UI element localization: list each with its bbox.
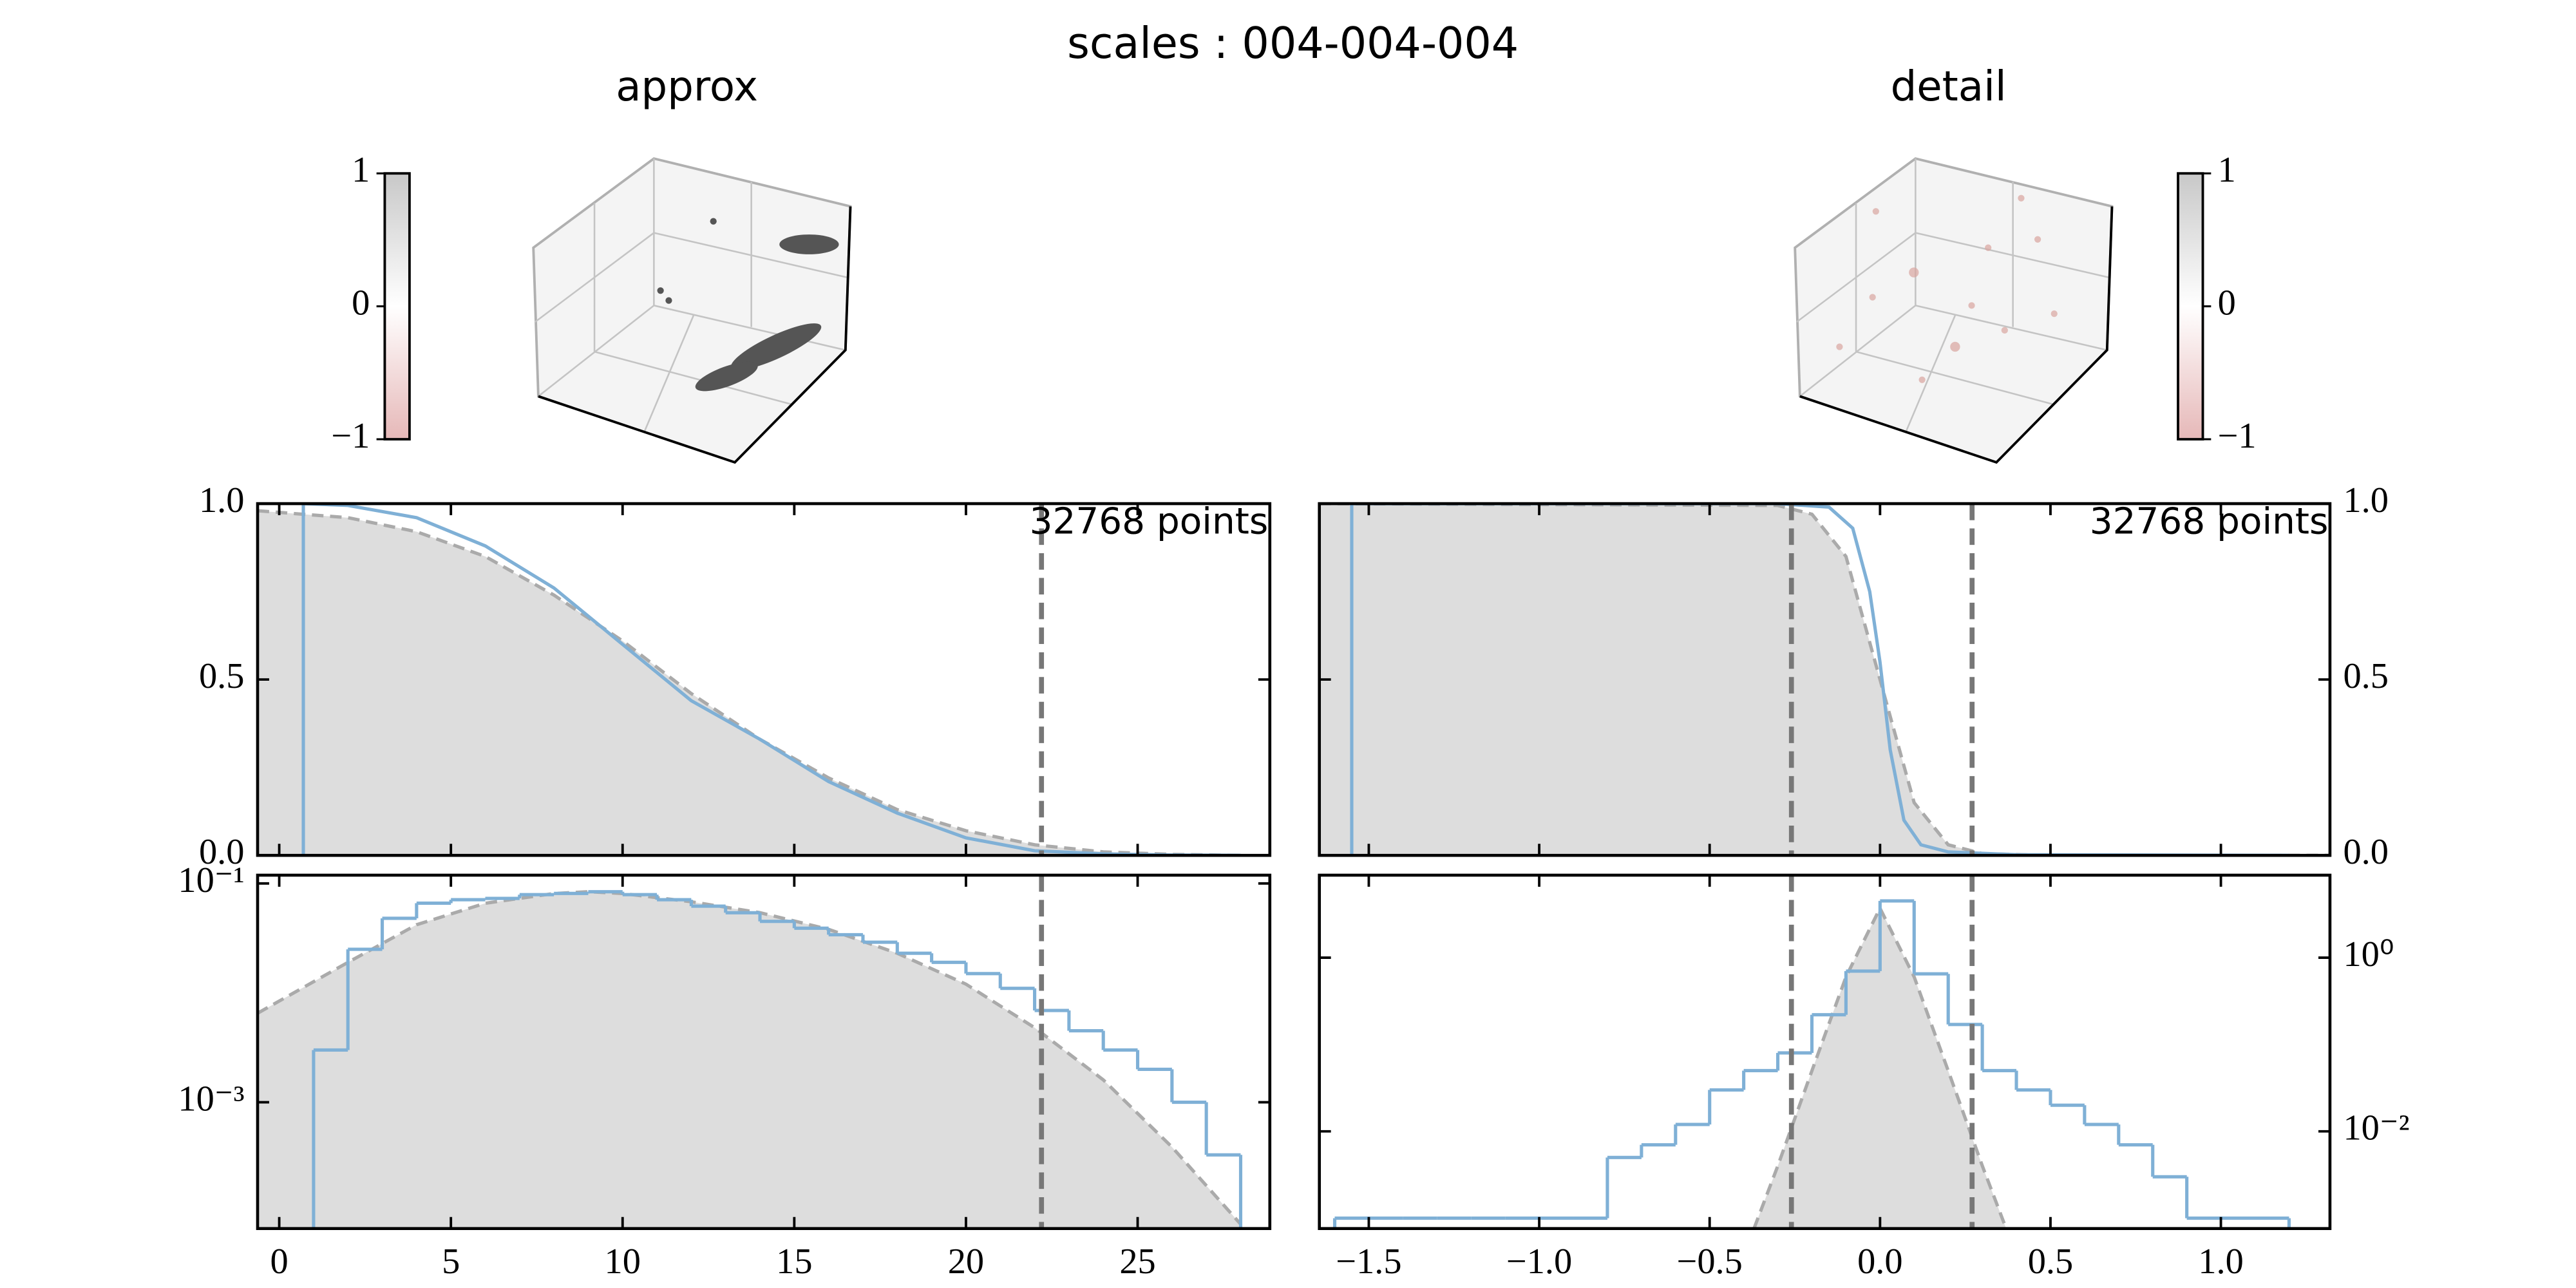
filled-area <box>258 511 1241 856</box>
cube-axes <box>1799 206 2114 464</box>
y-tick-label: 0.0 <box>199 832 245 872</box>
annotation: 32768 points <box>1030 500 1269 542</box>
y-tick-label: 0.5 <box>199 656 245 696</box>
x-tick-label: 25 <box>1119 1242 1155 1282</box>
panel: 0.0 0.5 1.0 32768 points <box>199 480 1272 872</box>
cube-grid <box>1795 158 2109 433</box>
filled-area <box>1754 908 2007 1229</box>
cube-face <box>532 157 852 464</box>
x-tick-label: 1.0 <box>2198 1242 2244 1282</box>
colorbar-tick-label: 0 <box>352 283 370 323</box>
cube-detail <box>1794 157 2114 464</box>
colorbar <box>383 172 411 440</box>
axes-frame <box>256 873 1272 1231</box>
colorbar-tick-label: 1 <box>352 150 370 190</box>
panel: 0.0 0.5 1.0 32768 points <box>1318 480 2389 872</box>
colorbar <box>2177 172 2204 440</box>
point-cloud <box>1836 194 2058 383</box>
colorbar-tick-label: 1 <box>2218 150 2236 190</box>
x-tick-label: 20 <box>948 1242 984 1282</box>
annotation: 32768 points <box>2090 500 2329 542</box>
y-tick-label: 1.0 <box>199 480 245 520</box>
y-tick-label: 0.5 <box>2343 656 2389 696</box>
x-tick-label: 0.5 <box>2028 1242 2074 1282</box>
filled-area <box>258 891 1241 1229</box>
plot-area <box>258 875 1243 1229</box>
panel: 10⁻¹ 10⁻³ 0 5 10 15 20 25 <box>178 860 1272 1282</box>
panel-title: approx <box>616 63 758 111</box>
colorbar-tick-label: −1 <box>2218 416 2257 456</box>
x-tick-label: 0.0 <box>1857 1242 1903 1282</box>
y-tick-label: 0.0 <box>2343 832 2389 872</box>
x-tick-label: −0.5 <box>1677 1242 1743 1282</box>
data-line <box>301 504 1241 856</box>
plot-area <box>258 504 1241 856</box>
x-tick-label: −1.0 <box>1506 1242 1572 1282</box>
cube-face <box>1794 157 2114 464</box>
data-line <box>1350 504 2289 856</box>
cube-axes <box>538 206 852 464</box>
point-cloud <box>657 218 839 392</box>
x-tick-label: 0 <box>270 1242 288 1282</box>
figure-title: scales : 004-004-004 <box>1067 18 1519 68</box>
colorbar-tick-label: 0 <box>2218 283 2236 323</box>
panel-title: detail <box>1891 63 2007 111</box>
panel: 10⁰ 10⁻² −1.5 −1.0 −0.5 0.0 0.5 1.0 <box>1318 873 2410 1282</box>
y-tick-label: 1.0 <box>2343 480 2389 520</box>
x-tick-label: −1.5 <box>1336 1242 1401 1282</box>
colorbar-tick-label: −1 <box>331 416 370 456</box>
plot-area <box>1332 875 2291 1229</box>
y-tick-label: 10⁻¹ <box>178 860 244 900</box>
plot-area <box>1319 504 2330 856</box>
y-tick-label: 10⁻² <box>2343 1108 2409 1148</box>
y-tick-label: 10⁰ <box>2343 934 2394 974</box>
y-tick-label: 10⁻³ <box>178 1079 244 1119</box>
x-tick-label: 15 <box>776 1242 812 1282</box>
cube-approx <box>532 157 852 464</box>
x-tick-label: 10 <box>605 1242 641 1282</box>
axes-frame <box>1318 873 2332 1231</box>
x-tick-label: 5 <box>442 1242 460 1282</box>
filled-area <box>1319 504 2330 856</box>
cube-grid <box>535 158 848 433</box>
